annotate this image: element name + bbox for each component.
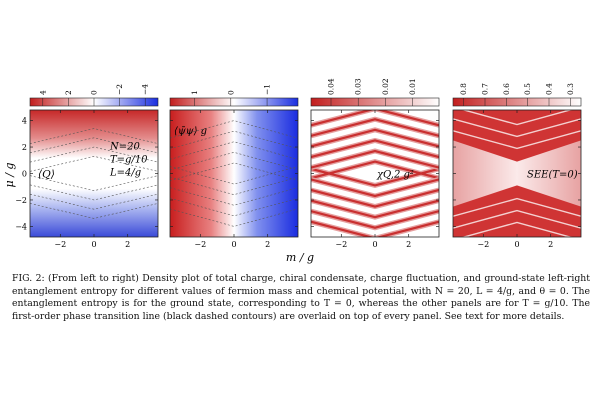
entropy-ridge (453, 130, 581, 150)
panel-fluctuation: −2 0 2 0.04 0.03 0.02 0.01 χQ,2 g² (310, 78, 440, 249)
panel-condensate: −2 0 2 1 0 −1 ⟨ψ̄ψ⟩ g (169, 84, 299, 249)
x-tick-label: 0 (372, 240, 377, 249)
fluctuation-band (311, 220, 439, 237)
x-tick-label: 2 (548, 240, 553, 249)
fluctuation-band (311, 210, 439, 229)
panel-label: ⟨Q⟩ (38, 169, 55, 181)
panel-label: χQ,2 g² (376, 170, 414, 181)
x-tick-label: −2 (335, 240, 347, 249)
panel-charge: −2 0 2 4 2 0 −2 −4 4 2 0 −2 −4 ⟨Q⟩ N=20 T=g/10 L=4/g (15, 84, 159, 249)
colorbar-tick-label: 0.4 (545, 83, 554, 95)
colorbar-tick-label: 0.01 (408, 78, 417, 95)
fluctuation-band (311, 167, 439, 187)
colorbar-tick-label: 2 (64, 90, 73, 95)
colorbar-charge: 4 2 0 −2 −4 (29, 84, 159, 107)
y-tick-label: 2 (22, 143, 27, 152)
colorbar-gradient (452, 97, 582, 107)
y-axis-label: μ / g (3, 163, 16, 188)
contour-line (30, 184, 158, 201)
figure-2: −2 0 2 4 2 0 −2 −4 4 2 0 −2 −4 ⟨Q⟩ N=20 T=g/10 L=4/g −2 0 2… (3, 78, 582, 264)
colorbar-fluctuation: 0.04 0.03 0.02 0.01 (310, 78, 440, 107)
x-tick-label: −2 (54, 240, 66, 249)
contour-line (30, 137, 158, 154)
colorbar-tick-label: 0.03 (354, 78, 363, 95)
colorbar-tick-label: 0.3 (566, 83, 575, 95)
entropy-ridge (453, 197, 581, 217)
panel-entropy: −2 0 2 0.8 0.7 0.6 0.5 0.4 0.3 SEE(T=0) (452, 83, 582, 249)
parameter-label: N=20 (109, 142, 140, 153)
colorbar-tick-label: −4 (141, 84, 150, 95)
colorbar-tick-label: −2 (115, 84, 124, 95)
y-tick-label: 0 (22, 170, 27, 179)
x-tick-label: 0 (91, 240, 96, 249)
contour-line (30, 175, 158, 192)
fluctuation-band (311, 128, 439, 148)
colorbar-tick-label: 1 (190, 90, 199, 95)
colorbar-tick-label: 0.8 (459, 83, 468, 95)
panel-label: SEE(T=0) (527, 170, 578, 181)
figure-caption: FIG. 2: (From left to right) Density plo… (12, 273, 590, 322)
colorbar-gradient (169, 97, 299, 107)
x-axis-label: m / g (286, 251, 314, 264)
x-tick-label: −2 (477, 240, 489, 249)
colorbar-tick-label: 4 (38, 90, 47, 95)
contour-line (30, 203, 158, 219)
colorbar-tick-label: 0.6 (502, 83, 511, 95)
colorbar-tick-label: −1 (263, 84, 272, 95)
colorbar-tick-label: 0.7 (481, 83, 490, 95)
colorbar-tick-label: 0.02 (381, 78, 390, 95)
x-tick-label: 0 (514, 240, 519, 249)
colorbar-gradient (310, 97, 440, 107)
fluctuation-band (311, 199, 439, 219)
y-tick-label: −4 (15, 222, 27, 231)
fluctuation-band (311, 178, 439, 198)
x-tick-label: 2 (406, 240, 411, 249)
fluctuation-band (311, 110, 439, 127)
x-tick-label: −2 (194, 240, 206, 249)
colorbar-tick-label: 0 (226, 90, 235, 95)
density-field (170, 110, 298, 237)
entropy-ridge (461, 110, 573, 126)
contour-line (30, 155, 158, 172)
colorbar-condensate: 1 0 −1 (169, 84, 299, 107)
contour-line (30, 146, 158, 163)
colorbar-tick-label: 0 (90, 90, 99, 95)
fluctuation-band (311, 139, 439, 159)
x-tick-label: 2 (125, 240, 130, 249)
panel-label: ⟨ψ̄ψ⟩ g (174, 126, 207, 137)
entropy-ridge (453, 118, 581, 138)
parameter-label: T=g/10 (110, 155, 148, 166)
y-tick-label: 4 (22, 117, 27, 126)
fluctuation-band (311, 160, 439, 180)
colorbar-tick-label: 0.04 (327, 78, 336, 95)
colorbar-tick-label: 0.5 (523, 83, 532, 95)
fluctuation-band (311, 149, 439, 169)
contour-line (30, 128, 158, 144)
x-tick-label: 2 (265, 240, 270, 249)
fluctuation-band (311, 118, 439, 137)
y-tick-label: −2 (15, 196, 27, 205)
fluctuation-band (311, 188, 439, 208)
colorbar-entropy: 0.8 0.7 0.6 0.5 0.4 0.3 (452, 83, 582, 107)
entropy-ridge (461, 221, 573, 237)
contour-line (30, 193, 158, 210)
parameter-label: L=4/g (109, 168, 141, 179)
x-tick-label: 0 (231, 240, 236, 249)
entropy-ridge (453, 209, 581, 229)
